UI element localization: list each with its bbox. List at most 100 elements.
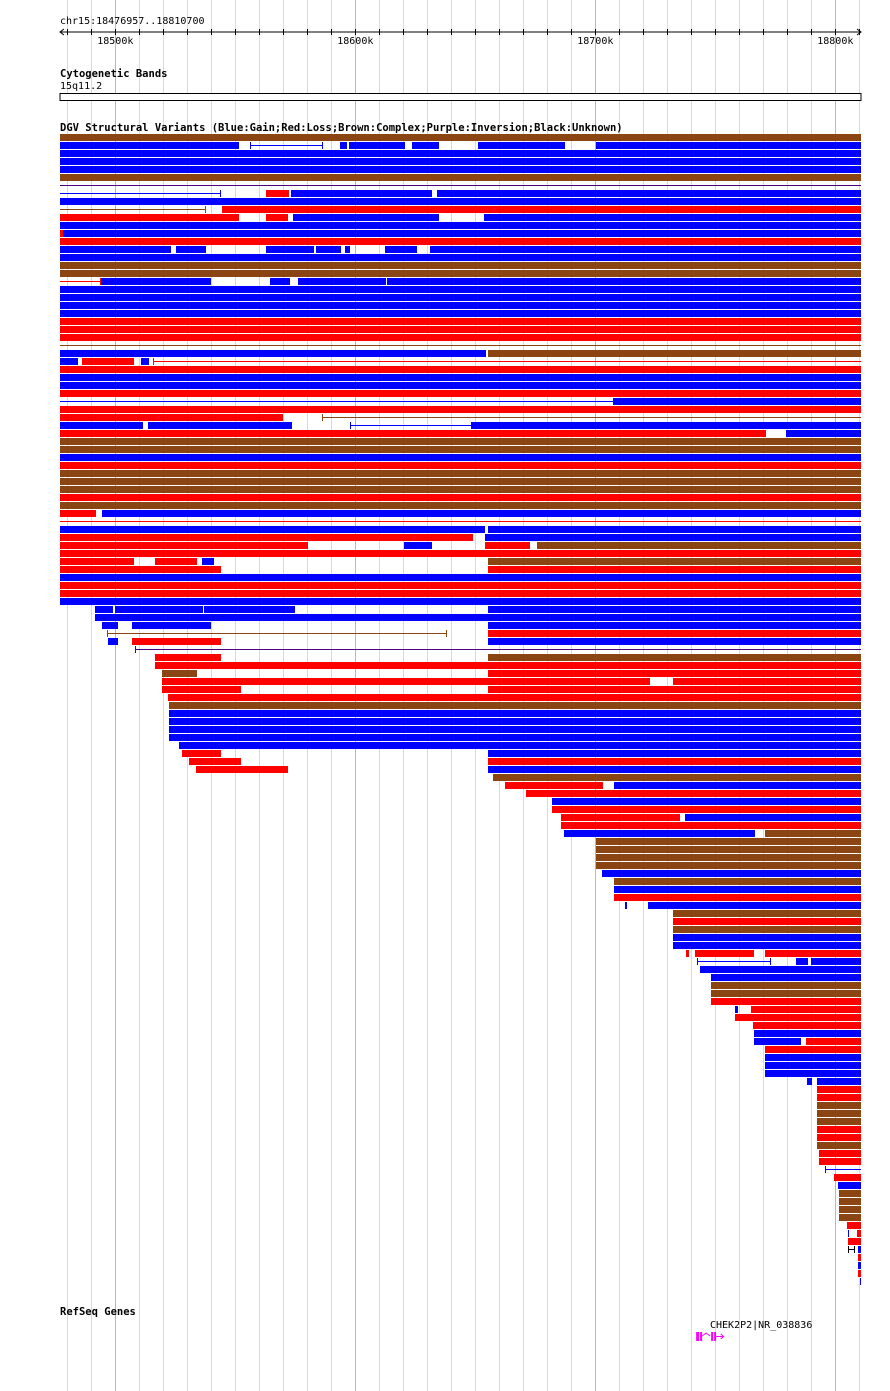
sv-segment-loss[interactable] [60,230,63,237]
sv-segment-loss[interactable] [155,654,221,661]
sv-segment-loss[interactable] [614,894,861,901]
sv-segment-gain[interactable] [596,142,861,149]
sv-segment-loss[interactable] [817,1126,861,1133]
sv-segment-complex[interactable] [60,174,861,181]
sv-segment-gain[interactable] [387,278,861,285]
sv-segment-gain[interactable] [807,1078,812,1085]
sv-segment-gain[interactable] [60,222,861,229]
sv-segment-loss[interactable] [695,950,754,957]
sv-segment-gain[interactable] [108,638,118,645]
sv-segment-loss[interactable] [60,542,308,549]
sv-segment-loss[interactable] [60,406,861,413]
sv-segment-gain[interactable] [95,614,861,621]
sv-segment-loss[interactable] [60,390,861,397]
sv-segment-complex[interactable] [596,846,861,853]
sv-segment-loss[interactable] [819,1158,861,1165]
sv-segment-gain[interactable] [685,814,861,821]
sv-segment-complex[interactable] [60,470,861,477]
sv-segment-gain[interactable] [60,142,239,149]
sv-segment-complex[interactable] [673,910,861,917]
sv-segment-complex[interactable] [60,270,861,277]
sv-segment-gain[interactable] [349,142,405,149]
sv-segment-complex[interactable] [493,774,861,781]
sv-segment-loss[interactable] [266,190,289,197]
sv-segment-loss[interactable] [817,1094,861,1101]
sv-segment-loss[interactable] [60,590,861,597]
sv-segment-gain[interactable] [60,350,486,357]
sv-segment-complex[interactable] [839,1190,861,1197]
sv-segment-gain[interactable] [786,430,861,437]
sv-segment-complex[interactable] [162,670,197,677]
sv-segment-loss[interactable] [60,558,134,565]
sv-segment-gain[interactable] [132,622,211,629]
sv-segment-loss[interactable] [751,1006,861,1013]
sv-segment-gain[interactable] [298,278,386,285]
sv-segment-loss[interactable] [561,822,861,829]
sv-segment-gain[interactable] [60,150,861,157]
sv-segment-gain[interactable] [179,742,861,749]
sv-segment-gain[interactable] [169,718,861,725]
sv-segment-complex[interactable] [673,926,861,933]
sv-segment-complex[interactable] [817,1110,861,1117]
sv-segment-gain[interactable] [625,902,627,909]
sv-segment-complex[interactable] [60,438,861,445]
sv-segment-gain[interactable] [484,214,861,221]
sv-segment-gain[interactable] [648,902,861,909]
sv-segment-gain[interactable] [141,358,149,365]
sv-segment-gain[interactable] [60,310,861,317]
sv-segment-complex[interactable] [765,830,861,837]
sv-segment-loss[interactable] [488,630,861,637]
sv-segment-gain[interactable] [176,246,206,253]
sv-segment-gain[interactable] [270,278,290,285]
sv-segment-loss[interactable] [488,566,861,573]
sv-segment-gain[interactable] [711,974,861,981]
sv-segment-loss[interactable] [155,558,197,565]
sv-segment-loss[interactable] [182,750,221,757]
sv-segment-loss[interactable] [485,542,530,549]
sv-segment-gain[interactable] [735,1006,738,1013]
sv-segment-loss[interactable] [847,1222,861,1229]
sv-segment-complex[interactable] [537,542,861,549]
sv-segment-gain[interactable] [488,750,861,757]
sv-segment-gain[interactable] [169,734,861,741]
sv-segment-gain[interactable] [345,246,350,253]
sv-segment-complex[interactable] [839,1206,861,1213]
sv-segment-gain[interactable] [169,726,861,733]
sv-segment-loss[interactable] [60,582,861,589]
sv-segment-gain[interactable] [340,142,347,149]
sv-segment-gain[interactable] [95,606,113,613]
sv-segment-loss[interactable] [222,206,861,213]
sv-segment-loss[interactable] [488,758,861,765]
sv-segment-gain[interactable] [385,246,417,253]
sv-segment-loss[interactable] [196,766,288,773]
sv-segment-gain[interactable] [858,1246,861,1253]
gene-feature-chek2p2[interactable] [696,1332,725,1341]
sv-segment-gain[interactable] [796,958,808,965]
sv-segment-complex[interactable] [839,1214,861,1221]
sv-segment-gain[interactable] [60,374,861,381]
sv-segment-gain[interactable] [60,574,861,581]
sv-segment-gain[interactable] [293,214,439,221]
cytogenetic-bands-track[interactable]: Cytogenetic Bands 15q11.2 [59,68,862,101]
sv-segment-loss[interactable] [765,1046,861,1053]
sv-segment-loss[interactable] [686,950,689,957]
sv-segment-gain[interactable] [60,166,861,173]
sv-segment-gain[interactable] [472,422,861,429]
sv-segment-gain[interactable] [485,534,861,541]
sv-segment-gain[interactable] [204,606,295,613]
sv-segment-gain[interactable] [488,606,861,613]
sv-segment-gain[interactable] [412,142,439,149]
sv-segment-complex[interactable] [60,486,861,493]
sv-segment-complex[interactable] [60,478,861,485]
sv-segment-loss[interactable] [60,510,96,517]
sv-segment-loss[interactable] [60,534,473,541]
sv-segment-gain[interactable] [60,286,861,293]
sv-segment-loss[interactable] [505,782,603,789]
sv-segment-complex[interactable] [488,350,861,357]
sv-segment-loss[interactable] [60,414,283,421]
sv-segment-gain[interactable] [202,558,214,565]
sv-segment-gain[interactable] [754,1038,801,1045]
sv-segment-gain[interactable] [169,710,861,717]
sv-segment-loss[interactable] [60,214,239,221]
dgv-track[interactable]: DGV Structural Variants (Blue:Gain;Red:L… [60,122,861,1285]
